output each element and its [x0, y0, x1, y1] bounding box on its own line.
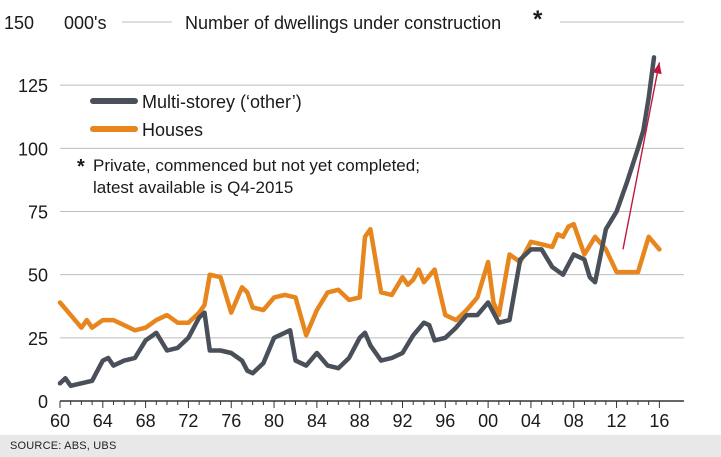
trend-arrow-line — [622, 62, 661, 250]
gridlines — [60, 21, 684, 339]
annotations — [622, 62, 662, 250]
y-tick-label: 150 — [4, 13, 34, 33]
x-tick-label: 64 — [93, 411, 113, 431]
legend-label-houses: Houses — [142, 120, 203, 140]
source-note: SOURCE: ABS, UBS — [0, 435, 721, 457]
x-tick-label: 76 — [221, 411, 241, 431]
x-tick-label: 80 — [264, 411, 284, 431]
trend-arrow-head — [652, 62, 662, 75]
x-tick-label: 08 — [564, 411, 584, 431]
legend: Multi-storey (‘other’) Houses — [90, 92, 302, 140]
x-tick-label: 68 — [136, 411, 156, 431]
x-axis: 60 64 68 72 76 80 84 88 92 96 00 04 08 12 16 — [50, 400, 684, 431]
footnote-line-1: Private, commenced but not yet completed… — [93, 156, 420, 175]
x-tick-label: 84 — [307, 411, 327, 431]
y-tick-label: 100 — [18, 139, 48, 159]
x-tick-label: 60 — [50, 411, 70, 431]
footnote-asterisk: * — [77, 156, 85, 178]
x-tick-label: 16 — [649, 411, 669, 431]
x-tick-label: 12 — [607, 411, 627, 431]
x-tick-label: 00 — [478, 411, 498, 431]
x-tick-label: 88 — [350, 411, 370, 431]
y-tick-label: 125 — [18, 76, 48, 96]
chart-title: Number of dwellings under construction — [185, 13, 501, 33]
x-tick-label: 92 — [392, 411, 412, 431]
x-tick-label: 72 — [178, 411, 198, 431]
footnote: * Private, commenced but not yet complet… — [77, 156, 420, 197]
y-tick-label: 50 — [28, 266, 48, 286]
unit-label: 000's — [64, 13, 106, 33]
title-asterisk: * — [533, 6, 543, 33]
series-lines — [57, 55, 662, 389]
legend-label-multi-storey: Multi-storey (‘other’) — [142, 92, 302, 112]
y-tick-label: 0 — [38, 392, 48, 412]
y-tick-label: 25 — [28, 329, 48, 349]
y-axis: 0 25 50 75 100 125 150 — [4, 13, 48, 412]
series-line-houses — [57, 221, 662, 338]
x-tick-label: 96 — [435, 411, 455, 431]
series-line-multi-storey — [57, 55, 657, 389]
y-tick-label: 75 — [28, 203, 48, 223]
x-tick-label: 04 — [521, 411, 541, 431]
footnote-line-2: latest available is Q4-2015 — [93, 178, 293, 197]
